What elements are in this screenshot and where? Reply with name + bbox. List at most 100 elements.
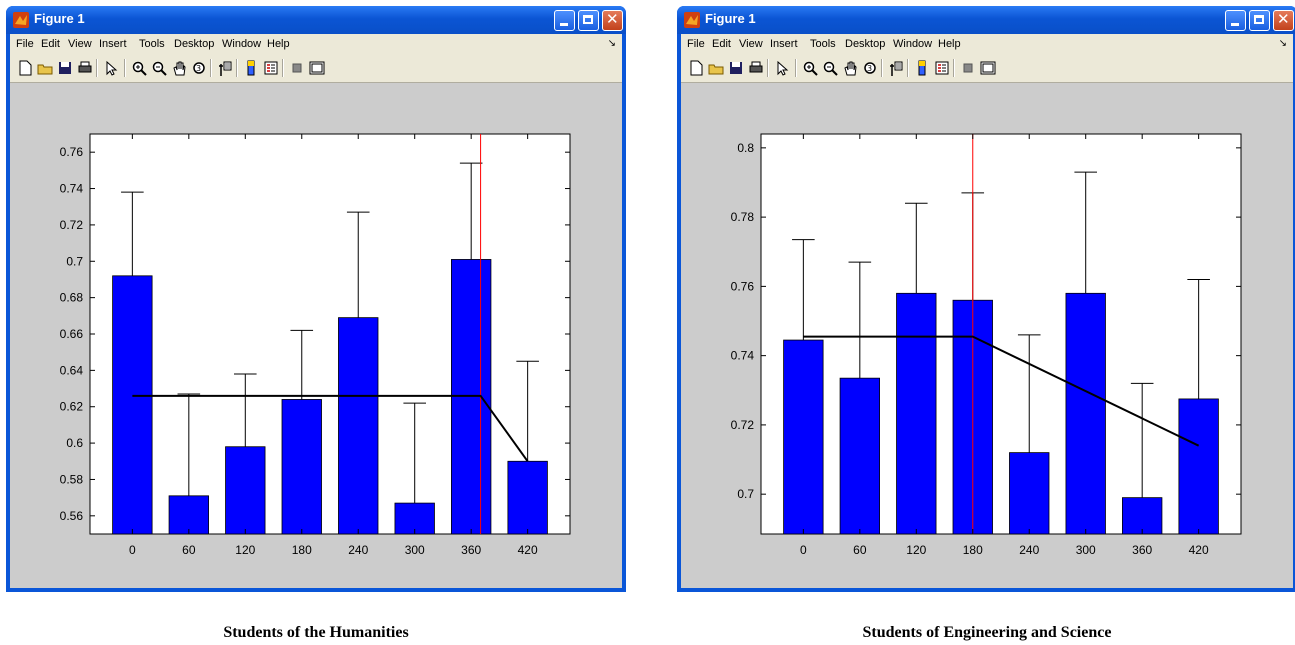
dock-arrow-icon[interactable]: ↘ [1278, 38, 1287, 49]
pointer-icon[interactable] [773, 59, 790, 76]
bar-360 [1122, 497, 1163, 535]
menu-tools[interactable]: Tools [810, 38, 836, 50]
menu-file[interactable]: File [16, 38, 34, 50]
y-tick-label: 0.76 [731, 279, 755, 293]
bar-chart-humanities: 0.56 0.58 0.6 0.62 0.64 0.66 0.68 0.7 0.72 0.74 0.… [60, 133, 571, 557]
menu-edit[interactable]: Edit [712, 38, 731, 50]
print-icon[interactable] [76, 59, 93, 76]
zoom-in-icon[interactable] [801, 59, 818, 76]
new-file-icon[interactable] [687, 59, 704, 76]
x-tick-label: 420 [518, 543, 538, 557]
menu-bar: File Edit View Insert Tools Desktop Wind… [681, 34, 1293, 54]
y-tick-label: 0.72 [60, 218, 84, 232]
new-file-icon[interactable] [16, 59, 33, 76]
save-icon[interactable] [56, 59, 73, 76]
menu-window[interactable]: Window [893, 38, 933, 50]
menu-desktop[interactable]: Desktop [174, 38, 215, 50]
maximize-button[interactable] [578, 10, 599, 31]
rotate-3d-icon[interactable]: 3 [861, 59, 878, 76]
dock-arrow-icon[interactable]: ↘ [607, 38, 616, 49]
bar-60 [168, 495, 209, 535]
open-folder-icon[interactable] [36, 59, 53, 76]
colorbar-icon[interactable] [913, 59, 930, 76]
toolbar-separator [210, 59, 212, 77]
toolbar-separator [96, 59, 98, 77]
print-icon[interactable] [747, 59, 764, 76]
legend-icon[interactable] [262, 59, 279, 76]
menu-bar: File Edit View Insert Tools Desktop Wind… [10, 34, 622, 54]
trend-line [132, 394, 529, 462]
y-tick-label: 0.74 [731, 349, 755, 363]
y-tick-label: 0.68 [60, 291, 84, 305]
minimize-icon [560, 23, 568, 26]
minimize-button[interactable] [1225, 10, 1246, 31]
plot-area [760, 133, 1242, 535]
pointer-icon[interactable] [102, 59, 119, 76]
menu-tools[interactable]: Tools [139, 38, 165, 50]
zoom-in-icon[interactable] [130, 59, 147, 76]
y-tick-label: 0.64 [60, 363, 84, 377]
minimize-button[interactable] [554, 10, 575, 31]
x-tick-label: 120 [906, 543, 926, 557]
menu-edit[interactable]: Edit [41, 38, 60, 50]
bar-240 [338, 317, 379, 535]
y-tick-label: 0.56 [60, 509, 84, 523]
maximize-icon [1254, 15, 1264, 24]
zoom-out-icon[interactable] [150, 59, 167, 76]
hide-plot-tools-icon[interactable] [288, 59, 305, 76]
menu-file[interactable]: File [687, 38, 705, 50]
minimize-icon [1231, 23, 1239, 26]
data-cursor-icon[interactable] [887, 59, 904, 76]
show-plot-tools-icon[interactable] [979, 59, 996, 76]
menu-help[interactable]: Help [938, 38, 961, 50]
menu-window[interactable]: Window [222, 38, 262, 50]
title-bar[interactable]: Figure 1 ✕ [677, 6, 1295, 34]
menu-insert[interactable]: Insert [99, 38, 127, 50]
x-tick-label: 360 [461, 543, 481, 557]
pan-icon[interactable] [841, 59, 858, 76]
bar-420 [1178, 398, 1219, 535]
y-tick-label: 0.78 [731, 210, 755, 224]
maximize-button[interactable] [1249, 10, 1270, 31]
svg-text:3: 3 [196, 64, 201, 73]
save-icon[interactable] [727, 59, 744, 76]
y-tick-label: 0.62 [60, 400, 84, 414]
pan-icon[interactable] [170, 59, 187, 76]
rotate-3d-icon[interactable]: 3 [190, 59, 207, 76]
bar-180 [281, 399, 322, 535]
menu-view[interactable]: View [68, 38, 92, 50]
title-bar[interactable]: Figure 1 ✕ [6, 6, 626, 34]
svg-text:3: 3 [867, 64, 872, 73]
toolbar-separator [124, 59, 126, 77]
open-folder-icon[interactable] [707, 59, 724, 76]
figure-toolbar: 3 [10, 54, 622, 83]
bar-240 [1009, 452, 1050, 535]
x-tick-label: 0 [800, 543, 807, 557]
trend-line [803, 335, 1200, 447]
legend-icon[interactable] [933, 59, 950, 76]
menu-insert[interactable]: Insert [770, 38, 798, 50]
hide-plot-tools-icon[interactable] [959, 59, 976, 76]
close-button[interactable]: ✕ [1273, 10, 1294, 31]
menu-help[interactable]: Help [267, 38, 290, 50]
figure-toolbar: 3 [681, 54, 1293, 83]
plot-area [89, 133, 571, 535]
x-tick-label: 60 [182, 543, 196, 557]
zoom-out-icon[interactable] [821, 59, 838, 76]
toolbar-separator [282, 59, 284, 77]
toolbar-separator [907, 59, 909, 77]
bar-420 [507, 460, 548, 535]
data-cursor-icon[interactable] [216, 59, 233, 76]
y-tick-label: 0.74 [60, 182, 84, 196]
colorbar-icon[interactable] [242, 59, 259, 76]
menu-view[interactable]: View [739, 38, 763, 50]
menu-desktop[interactable]: Desktop [845, 38, 886, 50]
bar-0 [112, 275, 153, 535]
x-tick-label: 240 [1019, 543, 1039, 557]
figure-window-right: Figure 1 ✕ File Edit View Insert Tools D… [677, 6, 1295, 592]
maximize-icon [583, 15, 593, 24]
bar-300 [1065, 292, 1106, 535]
caption-humanities: Students of the Humanities [223, 624, 409, 641]
close-button[interactable]: ✕ [602, 10, 623, 31]
show-plot-tools-icon[interactable] [308, 59, 325, 76]
